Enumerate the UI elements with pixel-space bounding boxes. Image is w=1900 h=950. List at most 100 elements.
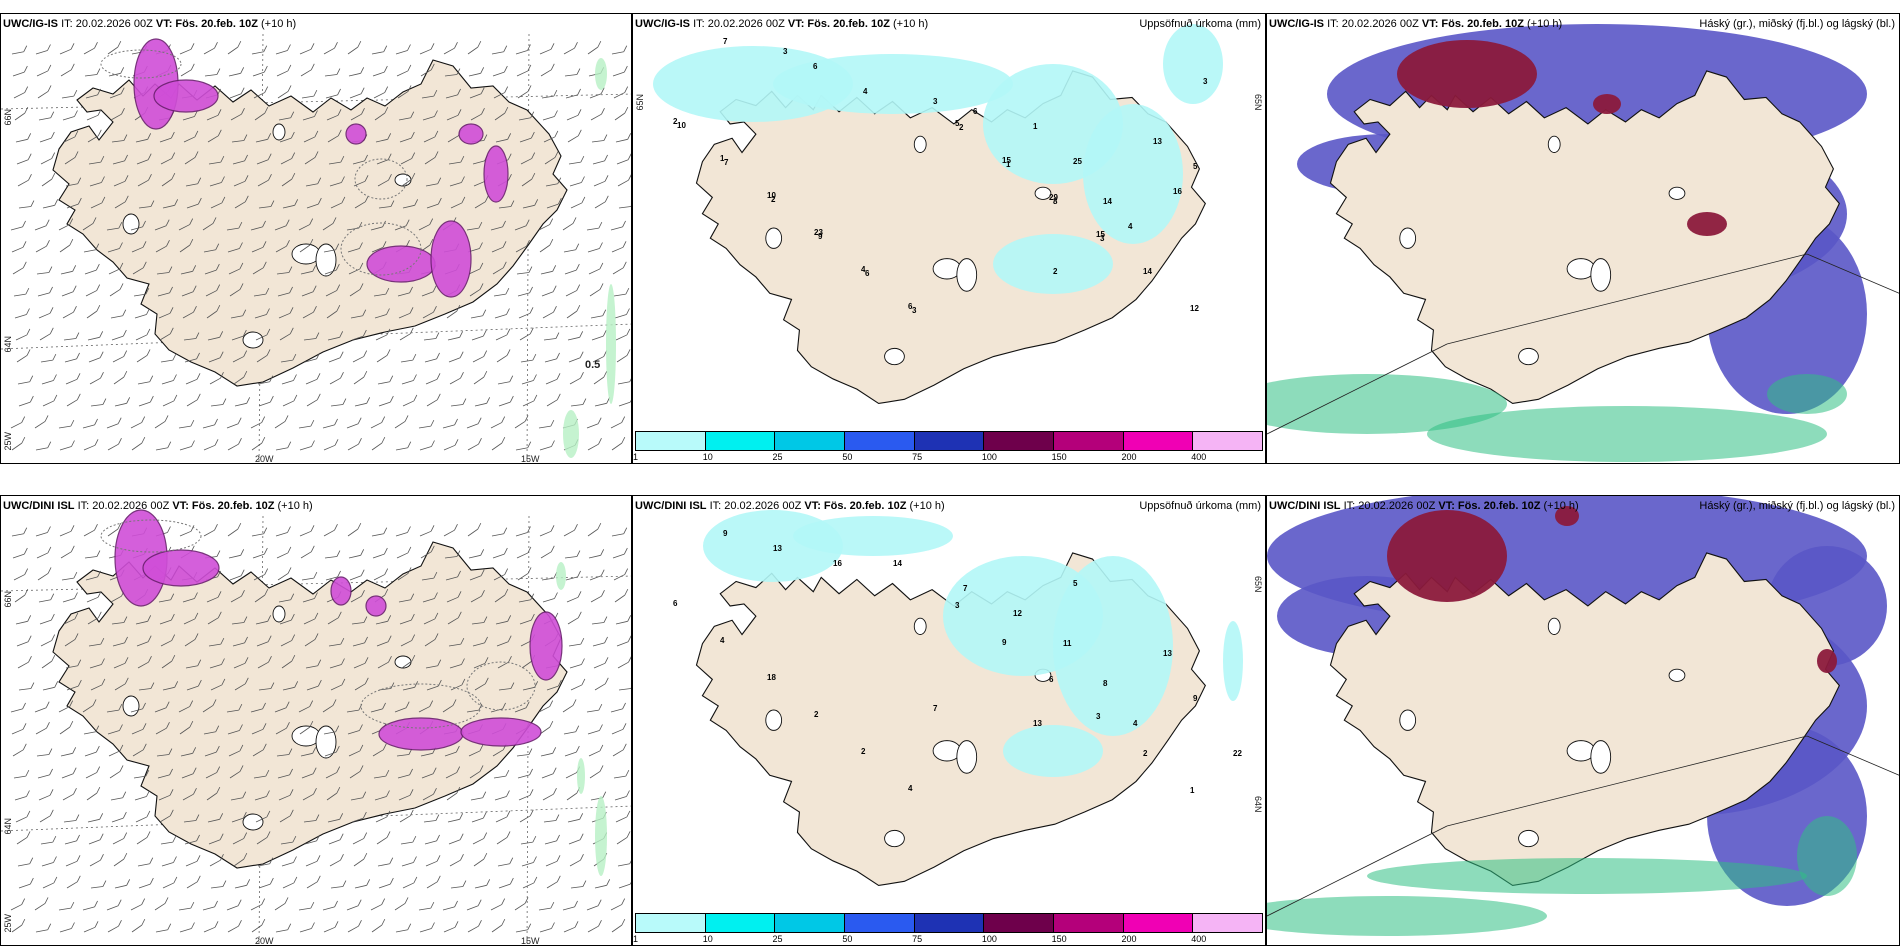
wind-barb xyxy=(276,552,289,559)
wind-barb-flag xyxy=(289,307,294,314)
wind-barb-flag xyxy=(30,682,35,689)
glacier-outline xyxy=(315,243,337,277)
wind-barb xyxy=(371,246,384,253)
wind-barb-flag xyxy=(457,591,462,598)
wind-barb-flag xyxy=(309,720,314,728)
wind-barb xyxy=(350,113,362,121)
wind-barb-flag xyxy=(216,284,221,291)
wind-barb xyxy=(330,684,343,691)
wind-barb-flag xyxy=(527,64,532,72)
precip-label: 9 xyxy=(818,232,823,241)
wind-barb-flag xyxy=(287,85,292,92)
wind-barb-flag xyxy=(262,723,267,730)
wind-barb-flag xyxy=(625,287,630,295)
wind-barb-flag xyxy=(460,372,464,379)
wind-barb xyxy=(304,639,316,647)
wind-barb xyxy=(181,291,194,297)
wind-barb-flag xyxy=(169,327,174,334)
wind-barb xyxy=(35,50,48,55)
wind-barb-flag xyxy=(430,545,435,552)
colorbar-segment xyxy=(705,914,776,932)
wind-barb xyxy=(39,333,51,341)
wind-barb xyxy=(542,793,554,801)
wind-barb xyxy=(565,290,577,297)
wind-barb xyxy=(517,573,529,581)
wind-barb xyxy=(328,643,341,647)
wind-barb xyxy=(35,532,48,537)
colorbar-tick: 10 xyxy=(702,452,713,462)
wind-barb-flag xyxy=(286,240,290,247)
wind-barb xyxy=(370,422,382,429)
wind-barb-flag xyxy=(510,682,515,689)
wind-barb xyxy=(569,859,581,867)
precip-label: 10 xyxy=(767,191,776,200)
wind-barb-flag xyxy=(196,393,201,400)
wind-barb-flag xyxy=(527,441,532,448)
wind-barb-flag xyxy=(311,922,315,929)
wind-barb xyxy=(565,94,578,99)
wind-barb xyxy=(36,272,49,275)
wind-barb xyxy=(587,46,599,55)
wind-barb-flag xyxy=(191,922,195,929)
wind-barb xyxy=(518,312,531,319)
wind-barb xyxy=(399,815,411,823)
wind-barb xyxy=(540,270,553,275)
wind-barb-flag xyxy=(45,701,50,708)
wind-barb-flag xyxy=(621,918,626,926)
wind-barb-flag xyxy=(364,657,369,664)
wind-barb xyxy=(539,928,552,933)
strong-wind-area xyxy=(430,220,472,298)
wind-barb-flag xyxy=(360,67,365,74)
wind-barb-flag xyxy=(289,768,293,776)
wind-barb xyxy=(541,773,554,779)
wind-barb xyxy=(226,709,239,713)
wind-barb-flag xyxy=(628,656,631,663)
wind-barb-flag xyxy=(576,284,581,291)
wind-barb xyxy=(280,640,292,647)
wind-barb-flag xyxy=(238,438,242,445)
wind-barb-flag xyxy=(382,702,386,710)
wind-barb-flag xyxy=(221,678,226,686)
wind-barb-flag xyxy=(622,702,626,710)
wind-barb xyxy=(35,245,47,253)
wind-barb-flag xyxy=(69,238,74,246)
wind-barb-flag xyxy=(266,328,271,336)
wind-barb-flag xyxy=(359,744,364,752)
lon-label: 25W xyxy=(3,432,13,451)
wind-barb-flag xyxy=(102,398,107,405)
wind-barb-flag xyxy=(527,923,532,930)
wind-barb xyxy=(157,292,170,297)
wind-barb-flag xyxy=(29,877,34,885)
wind-barb-flag xyxy=(310,419,315,427)
wind-barb-flag xyxy=(219,351,224,358)
wind-barb xyxy=(109,289,121,297)
wind-barb-flag xyxy=(501,416,506,423)
wind-barb xyxy=(84,269,97,275)
wind-barb xyxy=(232,642,245,647)
hatched-area xyxy=(360,683,482,729)
wind-barb xyxy=(38,312,51,319)
wind-barb-flag xyxy=(429,700,434,707)
wind-barb xyxy=(328,357,341,363)
wind-barb xyxy=(400,841,413,845)
wind-barb xyxy=(303,618,316,625)
wind-barb-flag xyxy=(73,788,77,795)
wind-barb xyxy=(85,772,97,779)
wind-barb xyxy=(106,423,119,429)
wind-barb-flag xyxy=(117,417,122,424)
wind-barb-flag xyxy=(122,329,127,337)
wind-barb-flag xyxy=(507,615,512,622)
wind-barb-flag xyxy=(462,880,467,887)
wind-barb xyxy=(154,903,166,911)
wind-barb xyxy=(111,140,124,143)
wind-barb xyxy=(587,925,599,933)
strong-wind-area xyxy=(460,717,542,747)
wind-barb-flag xyxy=(141,416,146,423)
wind-barb-flag xyxy=(626,831,631,838)
wind-barb-flag xyxy=(219,813,224,820)
wind-barb-flag xyxy=(47,85,52,92)
wind-barb-flag xyxy=(27,153,32,160)
glacier-outline xyxy=(394,173,412,187)
wind-barb xyxy=(37,91,49,99)
wind-barb-flag xyxy=(142,261,147,268)
